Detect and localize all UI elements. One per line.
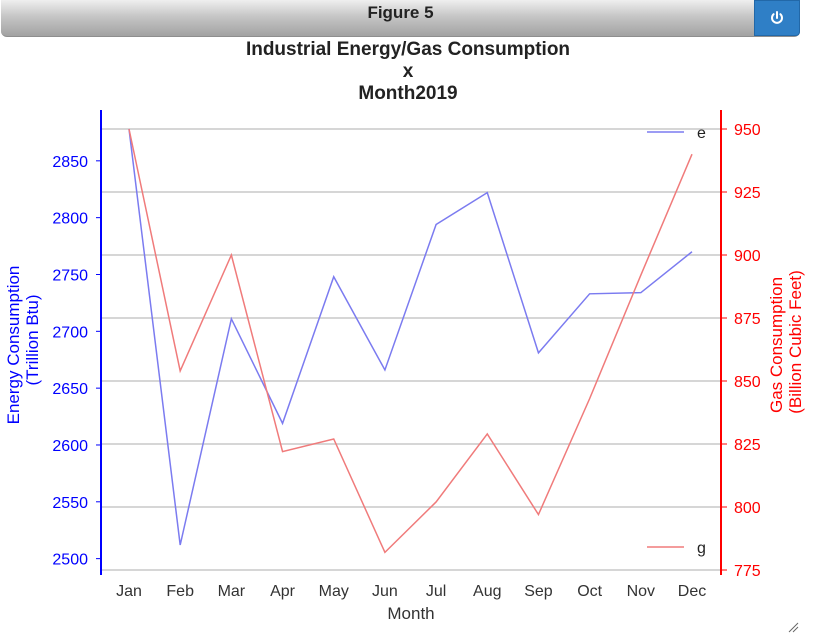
- x-axis-ticks: Jan Feb Mar Apr May Jun Jul Aug Sep Oct Nov Dec: [116, 583, 706, 600]
- right-tick-label: 925: [734, 185, 761, 202]
- x-tick-label: Feb: [166, 583, 194, 600]
- x-tick-label: Dec: [678, 583, 706, 600]
- left-tick-label: 2650: [52, 381, 88, 398]
- left-tick-label: 2550: [52, 495, 88, 512]
- series-g-line: [128, 128, 693, 554]
- x-tick-label: Oct: [577, 583, 602, 600]
- power-icon: [771, 11, 783, 24]
- right-tick-label: 875: [734, 311, 761, 328]
- left-axis-ticks: 2500 2550 2600 2650 2700 2750 2800 2850: [52, 154, 101, 569]
- right-tick-label: 800: [734, 500, 761, 517]
- right-tick-label: 825: [734, 437, 761, 454]
- legend-g: g: [647, 540, 706, 557]
- figure-title: Figure 5: [367, 3, 434, 22]
- x-tick-label: Mar: [218, 583, 246, 600]
- left-tick-label: 2850: [52, 154, 88, 171]
- x-tick-label: Sep: [524, 583, 553, 600]
- right-axis-label-line-2: (Billion Cubic Feet): [786, 270, 805, 414]
- left-tick-label: 2600: [52, 438, 88, 455]
- legend-e-label: e: [697, 125, 706, 142]
- left-axis-label-line-1: Energy Consumption: [4, 266, 23, 425]
- chart-title-line-3: Month2019: [358, 83, 457, 104]
- right-axis-label-line-1: Gas Consumption: [767, 277, 786, 413]
- legend-e: e: [647, 125, 706, 142]
- right-tick-label: 900: [734, 248, 761, 265]
- x-tick-label: Nov: [627, 583, 655, 600]
- legend-g-label: g: [697, 540, 706, 557]
- x-tick-label: Apr: [270, 583, 296, 600]
- x-axis-label: Month: [387, 604, 434, 623]
- x-tick-label: Jan: [116, 583, 142, 600]
- left-tick-label: 2700: [52, 324, 88, 341]
- chart-title-line-2: x: [403, 61, 414, 82]
- resize-grip-icon[interactable]: [787, 621, 799, 633]
- figure-title-bar: Figure 5: [1, 0, 800, 37]
- right-axis-ticks: 775 800 825 850 875 900 925 950: [721, 122, 761, 580]
- right-tick-label: 950: [734, 122, 761, 139]
- left-tick-label: 2800: [52, 211, 88, 228]
- x-tick-label: May: [319, 583, 349, 600]
- x-tick-label: Jun: [372, 583, 398, 600]
- x-tick-label: Jul: [426, 583, 446, 600]
- left-tick-label: 2750: [52, 267, 88, 284]
- right-tick-label: 850: [734, 374, 761, 391]
- chart-title-line-1: Industrial Energy/Gas Consumption: [246, 39, 570, 60]
- grid-lines: [101, 128, 721, 571]
- series-e-line: [128, 128, 693, 546]
- right-tick-label: 775: [734, 563, 761, 580]
- power-button[interactable]: [754, 0, 800, 36]
- left-axis-label-line-2: (Trillion Btu): [23, 295, 42, 386]
- left-tick-label: 2500: [52, 552, 88, 569]
- x-tick-label: Aug: [473, 583, 501, 600]
